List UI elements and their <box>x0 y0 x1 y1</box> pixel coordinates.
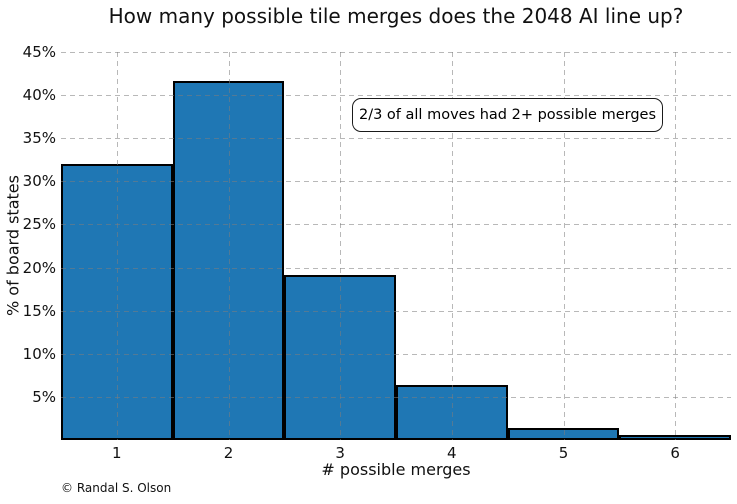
x-tick-3: 3 <box>335 444 345 462</box>
x-axis-label: # possible merges <box>321 460 471 479</box>
gridline-h-35% <box>61 138 731 140</box>
gridline-h-45% <box>61 52 731 53</box>
y-tick-35%: 35% <box>22 129 56 148</box>
y-axis-label: % of board states <box>3 175 23 317</box>
bar-2 <box>172 81 285 440</box>
y-tick-20%: 20% <box>22 258 56 277</box>
bar-3 <box>284 275 396 440</box>
bar-5 <box>507 427 620 440</box>
x-tick-6: 6 <box>670 444 680 462</box>
bar-6 <box>619 435 731 440</box>
y-tick-5%: 5% <box>32 387 56 406</box>
y-tick-25%: 25% <box>22 215 56 234</box>
annotation-box: 2/3 of all moves had 2+ possible merges <box>352 98 663 132</box>
annotation-text: 2/3 of all moves had 2+ possible merges <box>358 107 657 123</box>
y-tick-40%: 40% <box>22 86 56 105</box>
x-tick-2: 2 <box>223 444 234 462</box>
y-tick-30%: 30% <box>22 172 56 191</box>
x-tick-4: 4 <box>447 444 457 462</box>
gridline-v-6 <box>675 52 677 440</box>
chart-title: How many possible tile merges does the 2… <box>108 4 684 28</box>
y-tick-15%: 15% <box>22 301 56 320</box>
x-tick-1: 1 <box>112 444 122 462</box>
copyright-text: © Randal S. Olson <box>61 481 172 495</box>
y-tick-10%: 10% <box>22 344 56 363</box>
bar-4 <box>396 384 508 440</box>
x-tick-5: 5 <box>558 444 569 462</box>
bar-1 <box>61 163 173 440</box>
gridline-h-40% <box>61 95 731 97</box>
y-tick-45%: 45% <box>22 43 56 61</box>
